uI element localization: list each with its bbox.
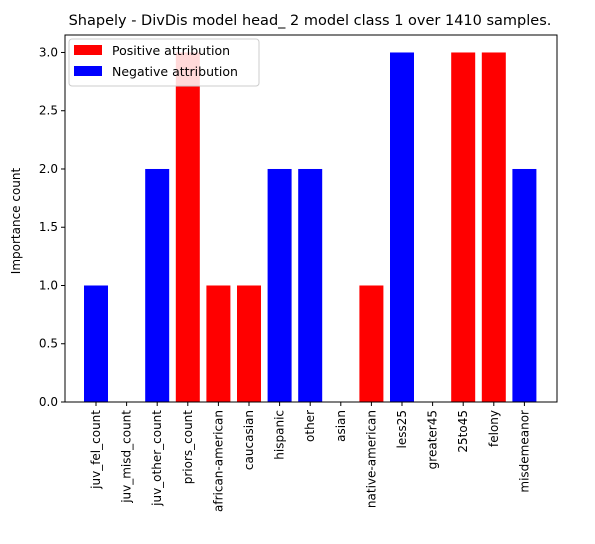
legend-box [68, 38, 260, 87]
y-tick-label: 0.5 [39, 337, 58, 351]
plot-frame [64, 34, 558, 403]
y-tick-label: 0.0 [39, 395, 58, 409]
legend-label-positive: Positive attribution [112, 43, 230, 58]
legend-label-negative: Negative attribution [112, 64, 238, 79]
y-tick-label: 2.0 [39, 162, 58, 176]
bar-caucasian [237, 285, 261, 402]
y-tick-label: 1.0 [39, 278, 58, 292]
x-tick-label: misdemeanor [517, 410, 531, 493]
x-tick-label: juv_misd_count [120, 410, 134, 504]
x-tick-label: felony [487, 410, 501, 447]
x-axis: juv_fel_count juv_misd_count juv_other_cou… [89, 402, 531, 512]
legend: Positive attribution Negative attribution [68, 38, 260, 87]
x-tick-label: 25to45 [456, 410, 470, 453]
x-tick-label: greater45 [426, 410, 440, 469]
bar-other [298, 168, 323, 402]
x-tick-label: hispanic [273, 410, 287, 460]
x-tick-label: other [303, 410, 317, 442]
bar-felony [481, 52, 506, 402]
bar-priors_count [175, 52, 200, 402]
y-axis: 0.0 0.5 1.0 1.5 2.0 2.5 3.0 [39, 45, 65, 409]
y-tick-label: 1.5 [39, 220, 58, 234]
bar-less25 [390, 52, 414, 402]
legend-swatch-negative [74, 66, 102, 76]
x-tick-label: less25 [395, 410, 409, 449]
x-tick-label: native-american [364, 410, 378, 508]
bar-25to45 [451, 52, 476, 402]
bars-group [84, 52, 537, 402]
bar-african-american [206, 285, 231, 402]
x-tick-label: priors_count [181, 410, 195, 485]
y-tick-label: 2.5 [39, 104, 58, 118]
x-tick-label: juv_fel_count [89, 410, 103, 490]
legend-swatch-positive [74, 45, 102, 55]
bar-hispanic [267, 168, 292, 402]
x-tick-label: juv_other_count [150, 410, 164, 507]
bar-juv_fel_count [84, 285, 108, 402]
y-axis-label: Importance count [9, 167, 23, 274]
x-tick-label: asian [334, 410, 348, 442]
y-tick-label: 3.0 [39, 45, 58, 59]
chart-title: Shapely - DivDis model head_ 2 model cla… [69, 13, 552, 29]
x-tick-label: african-american [211, 410, 225, 512]
bar-misdemeanor [512, 168, 537, 402]
bar-juv_other_count [145, 168, 170, 402]
x-tick-label: caucasian [242, 410, 256, 470]
bar-native-american [359, 285, 384, 402]
